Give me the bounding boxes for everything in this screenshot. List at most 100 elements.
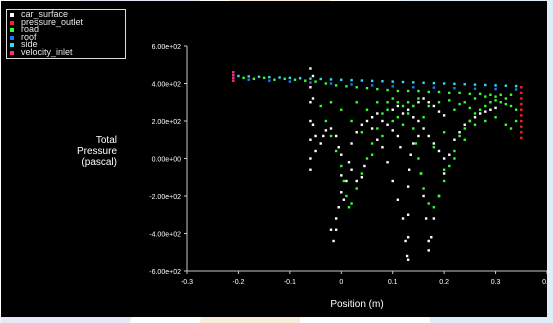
data-point xyxy=(322,134,325,138)
data-point xyxy=(396,104,400,108)
data-point xyxy=(437,194,441,198)
data-point xyxy=(442,82,446,85)
data-point xyxy=(504,84,508,87)
data-point xyxy=(458,91,461,95)
data-point xyxy=(504,102,508,106)
data-point xyxy=(232,76,235,80)
data-point xyxy=(314,149,317,153)
data-point xyxy=(453,82,456,86)
data-point xyxy=(412,127,415,130)
data-point xyxy=(319,104,322,108)
legend-marker xyxy=(10,20,14,25)
data-point xyxy=(417,134,420,138)
data-point xyxy=(432,206,436,209)
data-point xyxy=(391,119,394,123)
x-tick-label: -0.2 xyxy=(232,279,244,286)
data-point xyxy=(309,168,312,171)
data-point xyxy=(309,101,312,104)
data-point xyxy=(473,97,477,100)
data-point xyxy=(278,76,281,79)
legend-marker xyxy=(10,43,14,48)
chart-ticks: 6.00e+02 4.00e+02 2.00e+02 0.00e+00 -2.00e+0… xyxy=(149,44,547,286)
data-point xyxy=(520,136,523,140)
data-point xyxy=(417,119,420,123)
data-point xyxy=(350,142,353,145)
data-point xyxy=(489,101,492,104)
data-point xyxy=(458,134,461,138)
legend-item-roof: roof xyxy=(9,32,124,42)
data-point xyxy=(324,129,328,132)
x-tick-label: 0.1 xyxy=(388,279,398,286)
data-point xyxy=(494,106,497,110)
data-point xyxy=(407,168,411,171)
data-point xyxy=(494,84,497,87)
data-point xyxy=(334,134,338,138)
data-point xyxy=(309,81,312,84)
data-point xyxy=(355,187,358,190)
data-point xyxy=(319,142,322,145)
data-point xyxy=(340,191,343,194)
data-point xyxy=(489,93,492,96)
data-point xyxy=(345,85,348,88)
data-point xyxy=(342,198,346,201)
x-tick-label: -0.1 xyxy=(284,279,296,286)
data-point xyxy=(478,92,482,96)
y-tick-label: -2.00e+02 xyxy=(149,194,181,201)
data-point xyxy=(520,119,523,123)
data-point xyxy=(288,76,292,80)
data-point xyxy=(391,108,394,111)
data-point xyxy=(473,116,477,119)
data-point xyxy=(448,91,451,95)
data-point xyxy=(337,146,340,149)
data-point xyxy=(478,108,482,111)
data-point xyxy=(432,217,436,220)
legend-label: side xyxy=(21,39,38,50)
data-point xyxy=(422,81,425,84)
data-point xyxy=(365,157,369,160)
data-point xyxy=(309,77,312,80)
legend-marker xyxy=(10,35,14,40)
data-point xyxy=(409,153,412,156)
data-point xyxy=(370,142,374,145)
data-point xyxy=(309,67,312,70)
data-point xyxy=(334,84,338,87)
data-point xyxy=(355,101,358,104)
data-point xyxy=(309,138,312,141)
plot-window[interactable]: 6.00e+02 4.00e+02 2.00e+02 0.00e+00 -2.00e+0… xyxy=(1,1,547,317)
data-point xyxy=(309,86,312,89)
x-tick-label: 0.4 xyxy=(542,279,547,286)
data-point xyxy=(396,134,400,138)
data-point xyxy=(442,114,446,117)
data-point xyxy=(319,77,322,81)
data-point xyxy=(347,206,351,209)
series-car-surface xyxy=(309,67,497,261)
data-point xyxy=(376,87,379,91)
data-point xyxy=(468,92,472,96)
data-point xyxy=(298,77,302,80)
data-point xyxy=(334,149,338,153)
data-point xyxy=(520,102,523,106)
data-point xyxy=(381,134,384,138)
data-point xyxy=(232,71,235,74)
data-point xyxy=(489,108,492,111)
legend-marker xyxy=(10,51,14,55)
data-point xyxy=(381,80,384,83)
data-point xyxy=(437,149,441,153)
data-point xyxy=(494,87,497,91)
data-point xyxy=(268,79,271,82)
data-point xyxy=(442,179,446,183)
data-point xyxy=(396,89,400,93)
data-point xyxy=(453,157,456,160)
data-point xyxy=(401,217,405,220)
legend-marker xyxy=(10,28,14,33)
y-axis-label-line: Pressure xyxy=(77,146,117,157)
data-point xyxy=(381,146,384,149)
data-point xyxy=(509,127,513,130)
data-point xyxy=(365,119,369,123)
data-point xyxy=(262,76,266,80)
series-pressure-outlet xyxy=(520,86,523,140)
data-point xyxy=(412,116,415,119)
data-point xyxy=(376,101,379,104)
data-point xyxy=(473,112,477,115)
data-point xyxy=(334,228,338,231)
